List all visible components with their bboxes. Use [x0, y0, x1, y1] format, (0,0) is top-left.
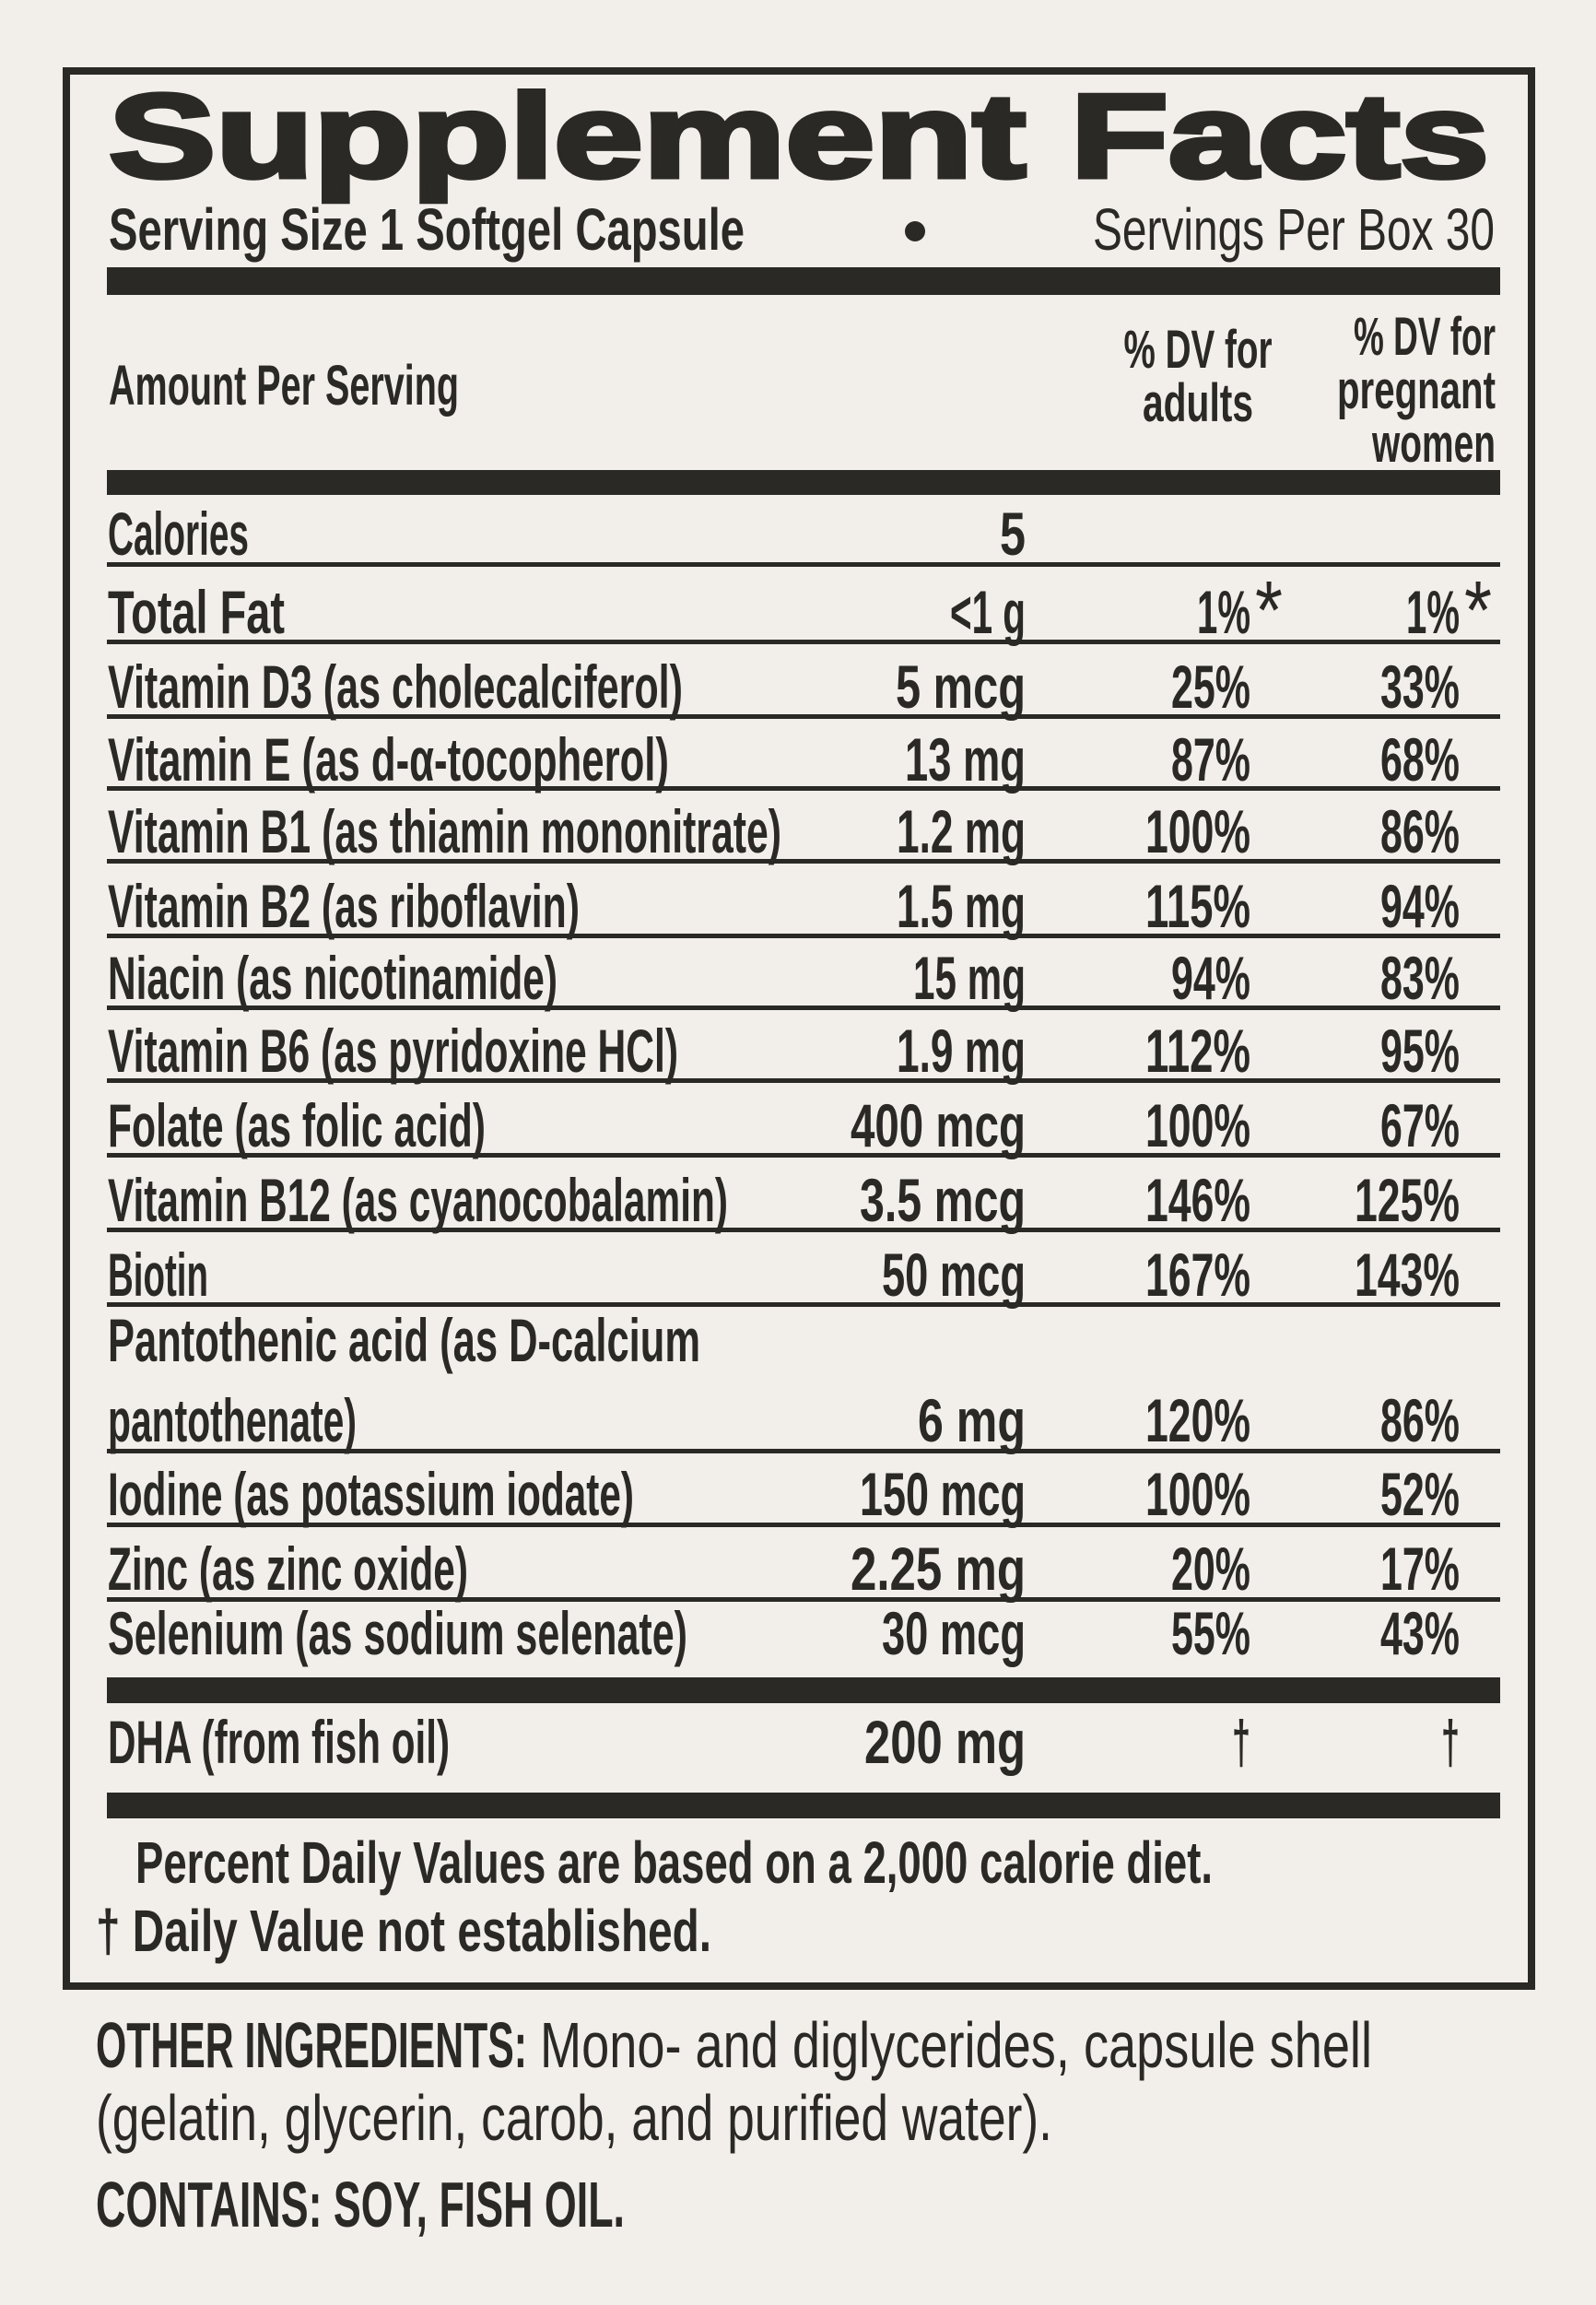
svg-text:Servings Per Box 30: Servings Per Box 30 — [1093, 196, 1495, 263]
svg-text:25%: 25% — [1171, 653, 1250, 721]
svg-text:Vitamin B6 (as pyridoxine HCl): Vitamin B6 (as pyridoxine HCl) — [108, 1017, 678, 1085]
svg-text:83%: 83% — [1380, 944, 1460, 1012]
svg-text:13 mg: 13 mg — [905, 725, 1026, 794]
svg-text:200 mg: 200 mg — [864, 1708, 1026, 1776]
svg-text:5: 5 — [1000, 500, 1026, 568]
svg-text:20%: 20% — [1171, 1535, 1250, 1603]
svg-text:adults: adults — [1143, 373, 1253, 433]
svg-text:% DV for: % DV for — [1354, 307, 1496, 367]
svg-text:115%: 115% — [1145, 872, 1250, 940]
svg-text:86%: 86% — [1380, 797, 1460, 865]
svg-text:women: women — [1371, 414, 1496, 474]
svg-text:Zinc (as zinc oxide): Zinc (as zinc oxide) — [108, 1535, 468, 1603]
svg-text:6 mg: 6 mg — [918, 1386, 1026, 1454]
svg-text:1.9 mg: 1.9 mg — [897, 1017, 1026, 1085]
svg-text:*: * — [1464, 565, 1492, 657]
svg-text:100%: 100% — [1145, 1091, 1250, 1159]
svg-text:86%: 86% — [1380, 1386, 1460, 1454]
svg-text:3.5 mcg: 3.5 mcg — [860, 1166, 1026, 1234]
svg-text:Vitamin B1 (as thiamin mononit: Vitamin B1 (as thiamin mononitrate) — [108, 797, 781, 865]
svg-text:Supplement Facts: Supplement Facts — [109, 70, 1489, 203]
svg-text:(gelatin, glycerin, carob, and: (gelatin, glycerin, carob, and purified … — [96, 2082, 1052, 2154]
svg-text:17%: 17% — [1380, 1535, 1460, 1603]
svg-text:15 mg: 15 mg — [913, 944, 1026, 1012]
svg-text:DHA (from fish oil): DHA (from fish oil) — [108, 1708, 450, 1776]
svg-text:pantothenate): pantothenate) — [108, 1386, 357, 1454]
svg-text:112%: 112% — [1145, 1017, 1250, 1085]
svg-text:Total Fat: Total Fat — [108, 578, 285, 646]
svg-text:Vitamin E (as d-α-tocopherol): Vitamin E (as d-α-tocopherol) — [108, 725, 669, 794]
svg-text:Iodine (as potassium iodate): Iodine (as potassium iodate) — [108, 1460, 634, 1528]
svg-text:Vitamin B2 (as riboflavin): Vitamin B2 (as riboflavin) — [108, 872, 580, 940]
svg-text:Pantothenic acid (as D-calcium: Pantothenic acid (as D-calcium — [108, 1306, 700, 1374]
svg-text:Niacin (as nicotinamide): Niacin (as nicotinamide) — [108, 944, 557, 1012]
svg-text:Amount Per Serving: Amount Per Serving — [109, 354, 459, 417]
svg-text:95%: 95% — [1380, 1017, 1460, 1085]
svg-text:50 mcg: 50 mcg — [882, 1241, 1026, 1309]
svg-text:†: † — [1441, 1708, 1460, 1776]
svg-text:100%: 100% — [1145, 1460, 1250, 1528]
svg-text:Mono- and diglycerides, capsul: Mono- and diglycerides, capsule shell — [540, 2009, 1372, 2081]
svg-text:143%: 143% — [1355, 1241, 1460, 1309]
svg-text:68%: 68% — [1380, 725, 1460, 794]
svg-text:52%: 52% — [1380, 1460, 1460, 1528]
svg-text:1%: 1% — [1197, 578, 1250, 646]
svg-text:400 mcg: 400 mcg — [851, 1091, 1026, 1159]
svg-text:120%: 120% — [1145, 1386, 1250, 1454]
svg-text:pregnant: pregnant — [1337, 360, 1496, 420]
svg-text:*: * — [1255, 565, 1283, 657]
svg-text:Selenium (as sodium selenate): Selenium (as sodium selenate) — [108, 1599, 687, 1667]
svg-text:1%: 1% — [1406, 578, 1460, 646]
svg-text:146%: 146% — [1145, 1166, 1250, 1234]
svg-text:1.5 mg: 1.5 mg — [897, 872, 1026, 940]
svg-text:150 mcg: 150 mcg — [860, 1460, 1026, 1528]
svg-text:Vitamin D3 (as cholecalciferol: Vitamin D3 (as cholecalciferol) — [108, 653, 683, 721]
svg-text:Folate (as folic acid): Folate (as folic acid) — [108, 1091, 486, 1159]
svg-text:Calories: Calories — [108, 500, 249, 568]
svg-text:OTHER INGREDIENTS:: OTHER INGREDIENTS: — [96, 2009, 527, 2081]
svg-text:<1 g: <1 g — [950, 578, 1026, 646]
svg-text:1.2 mg: 1.2 mg — [897, 797, 1026, 865]
svg-text:Vitamin B12 (as cyanocobalamin: Vitamin B12 (as cyanocobalamin) — [108, 1166, 728, 1234]
svg-text:Serving Size 1 Softgel Capsule: Serving Size 1 Softgel Capsule — [109, 196, 745, 263]
svg-text:87%: 87% — [1171, 725, 1250, 794]
svg-text:94%: 94% — [1380, 872, 1460, 940]
svg-text:43%: 43% — [1380, 1599, 1460, 1667]
svg-text:Biotin: Biotin — [108, 1241, 208, 1309]
svg-text:125%: 125% — [1355, 1166, 1460, 1234]
svg-text:100%: 100% — [1145, 797, 1250, 865]
svg-text:% DV for: % DV for — [1124, 320, 1273, 380]
svg-text:167%: 167% — [1145, 1241, 1250, 1309]
svg-text:55%: 55% — [1171, 1599, 1250, 1667]
svg-text:67%: 67% — [1380, 1091, 1460, 1159]
svg-text:Percent Daily Values are based: Percent Daily Values are based on a 2,00… — [135, 1829, 1213, 1896]
svg-text:33%: 33% — [1380, 653, 1460, 721]
svg-text:2.25 mg: 2.25 mg — [851, 1535, 1026, 1603]
svg-text:30 mcg: 30 mcg — [882, 1599, 1026, 1667]
svg-text:† Daily Value not established.: † Daily Value not established. — [96, 1898, 711, 1964]
svg-text:94%: 94% — [1171, 944, 1250, 1012]
svg-text:5 mcg: 5 mcg — [896, 653, 1026, 721]
svg-text:CONTAINS: SOY, FISH OIL.: CONTAINS: SOY, FISH OIL. — [96, 2169, 625, 2240]
svg-text:†: † — [1232, 1708, 1250, 1776]
